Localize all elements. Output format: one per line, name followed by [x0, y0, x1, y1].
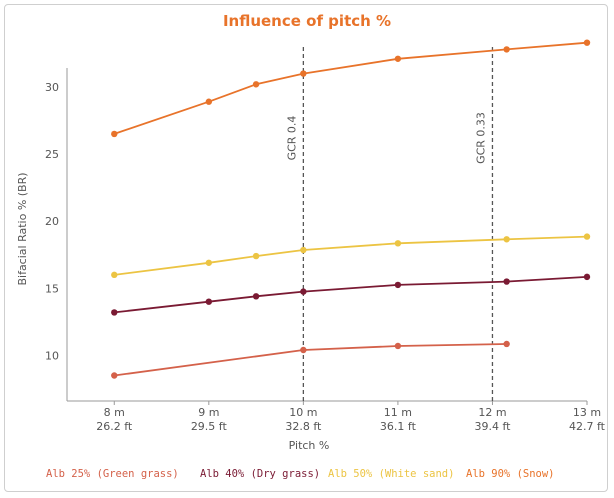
annotation-label: GCR 0.33: [474, 112, 487, 164]
data-point: [252, 252, 260, 260]
x-tick-label-ft: 36.1 ft: [380, 420, 417, 433]
y-tick-label: 20: [45, 215, 59, 228]
data-point: [394, 55, 402, 62]
legend-item: Alb 50% (White sand): [328, 468, 455, 480]
y-tick-label: 10: [45, 349, 59, 362]
data-point: [205, 98, 213, 105]
data-point: [300, 288, 307, 295]
data-point: [394, 240, 402, 247]
x-tick-label-m: 10 m: [289, 406, 317, 419]
x-tick-label-ft: 29.5 ft: [191, 420, 228, 433]
data-point: [252, 293, 260, 300]
x-tick-label-m: 13 m: [573, 406, 601, 419]
legend-item: Alb 25% (Green grass): [46, 468, 179, 480]
x-tick-label-m: 12 m: [478, 406, 506, 419]
data-point: [300, 70, 307, 77]
data-point: [111, 271, 118, 279]
series-line: [114, 276, 588, 314]
chart-title: Influence of pitch %: [222, 12, 392, 30]
data-point: [394, 281, 402, 289]
data-point: [503, 236, 510, 243]
legend-item: Alb 40% (Dry grass): [200, 468, 321, 480]
series-line: [114, 343, 507, 377]
x-tick-label-ft: 39.4 ft: [474, 420, 511, 433]
chart-frame: [4, 4, 608, 492]
data-point: [252, 81, 260, 88]
x-tick-label-ft: 32.8 ft: [285, 420, 322, 433]
x-axis-label: Pitch %: [289, 439, 330, 452]
data-point: [111, 130, 118, 138]
x-tick-label-m: 9 m: [198, 406, 219, 419]
x-tick-label-m: 8 m: [104, 406, 125, 419]
data-point: [394, 342, 402, 350]
x-tick-label-m: 11 m: [384, 406, 412, 419]
data-point: [583, 39, 591, 46]
data-point: [583, 233, 591, 240]
data-point: [300, 246, 307, 254]
data-point: [205, 298, 213, 305]
data-point: [503, 46, 510, 53]
data-point: [583, 273, 591, 281]
y-tick-label: 25: [45, 148, 59, 161]
annotation-label: GCR 0.4: [285, 116, 298, 161]
x-tick-label-ft: 26.2 ft: [96, 420, 133, 433]
data-point: [205, 259, 213, 266]
data-point: [111, 372, 118, 379]
series-line: [114, 235, 588, 276]
data-point: [503, 278, 510, 285]
y-tick-label: 30: [45, 81, 59, 94]
data-point: [111, 309, 118, 316]
data-point: [503, 340, 510, 348]
y-axis-label: Bifacial Ratio % (BR): [16, 172, 29, 285]
x-tick-label-ft: 42.7 ft: [569, 420, 606, 433]
series-line: [114, 41, 588, 135]
legend: Alb 25% (Green grass) Alb 40% (Dry grass)…: [0, 468, 614, 484]
data-point: [300, 346, 307, 354]
y-tick-label: 15: [45, 282, 59, 295]
legend-item: Alb 90% (Snow): [466, 468, 555, 480]
